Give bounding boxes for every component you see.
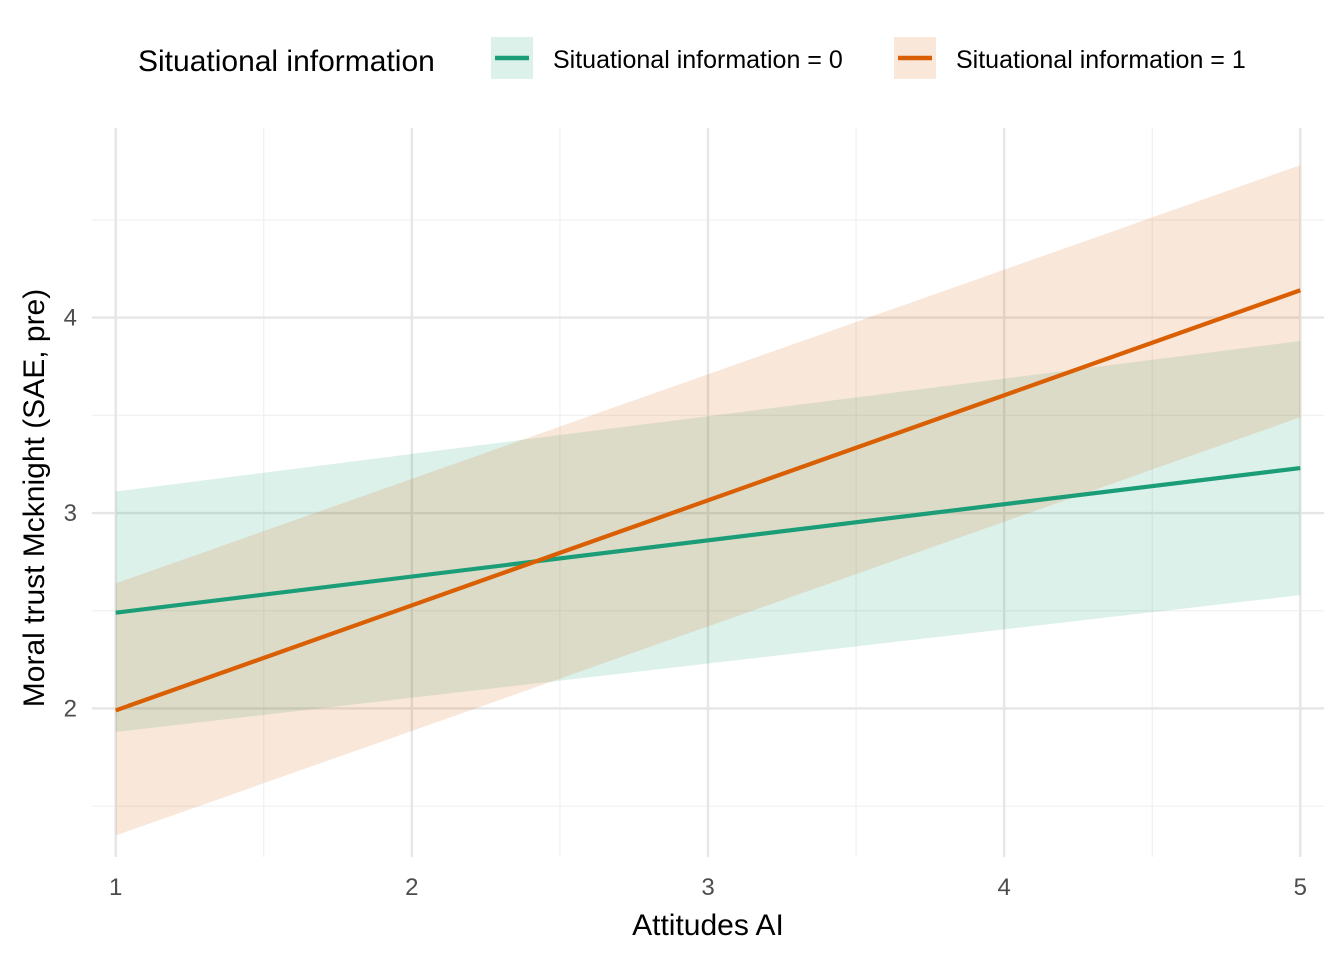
x-tick-label: 5: [1294, 874, 1307, 901]
legend-item-0: Situational information = 0: [491, 37, 843, 79]
legend-title: Situational information: [138, 45, 435, 78]
legend-label: Situational information = 1: [956, 46, 1246, 74]
confidence-band-series-0: [115, 341, 1301, 732]
y-tick-label: 2: [64, 695, 77, 722]
x-axis-title: Attitudes AI: [632, 909, 784, 942]
x-axis-ticks: 1 2 3 4 5: [109, 874, 1307, 901]
legend-items: Situational information = 0 Situational i…: [491, 37, 1246, 79]
y-tick-label: 4: [64, 305, 77, 332]
x-tick-label: 2: [405, 874, 418, 901]
x-tick-label: 4: [997, 874, 1010, 901]
series-line-1: [114, 288, 1302, 713]
grid-major: [92, 128, 1324, 857]
series-line-0: [115, 465, 1301, 615]
series-lines: [114, 288, 1302, 713]
legend-label: Situational information = 0: [553, 46, 843, 74]
y-tick-label: 3: [64, 500, 77, 527]
x-tick-label: 1: [109, 874, 122, 901]
legend: Situational information Situational info…: [138, 37, 1246, 79]
y-axis-title: Moral trust Mcknight (SAE, pre): [18, 289, 51, 707]
y-axis-ticks: 2 3 4: [64, 305, 77, 723]
legend-item-1: Situational information = 1: [894, 37, 1246, 79]
x-tick-label: 3: [701, 874, 714, 901]
